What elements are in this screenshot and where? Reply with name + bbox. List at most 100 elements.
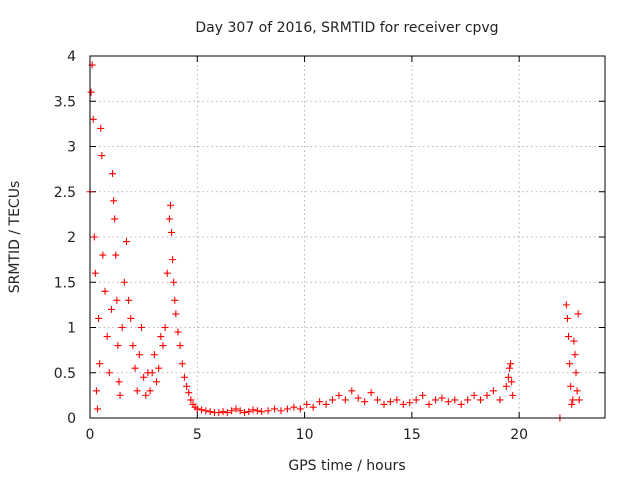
data-point (116, 391, 124, 399)
data-point (361, 398, 369, 406)
data-point (92, 387, 100, 395)
data-point (187, 396, 195, 404)
data-point (89, 115, 97, 123)
data-point (131, 364, 139, 372)
data-point (97, 124, 105, 132)
data-point (109, 170, 117, 178)
y-tick-label: 0.5 (54, 366, 76, 382)
y-tick-label: 0 (67, 411, 76, 427)
data-point (206, 408, 214, 416)
data-point (150, 351, 158, 359)
data-point (87, 88, 95, 96)
data-point (118, 324, 126, 331)
data-point (316, 398, 324, 406)
x-tick-label: 0 (86, 427, 95, 443)
data-point (575, 396, 583, 404)
y-tick-label: 3.5 (54, 94, 76, 110)
data-point (157, 333, 165, 341)
y-tick-label: 2 (67, 230, 76, 246)
data-point (406, 399, 414, 407)
data-point (508, 378, 516, 386)
data-point (120, 278, 128, 286)
data-point (165, 215, 173, 223)
data-point (509, 391, 517, 399)
data-point (171, 296, 179, 304)
data-point (464, 396, 472, 404)
data-point (193, 405, 201, 413)
data-point (146, 387, 154, 395)
data-point (114, 342, 122, 350)
y-axis-label: SRMTID / TECUs (7, 181, 23, 294)
data-point (253, 407, 261, 415)
data-point (172, 310, 180, 318)
grid (90, 56, 605, 418)
data-point (90, 233, 98, 241)
data-point (249, 406, 257, 414)
data-point (572, 369, 580, 377)
data-point (111, 215, 119, 223)
data-point (129, 342, 137, 350)
plot-frame (89, 55, 606, 419)
data-point (563, 314, 571, 322)
data-point (101, 287, 109, 295)
y-tick-label: 3 (67, 140, 76, 156)
data-point (335, 391, 343, 399)
data-point (163, 269, 171, 277)
data-point (115, 378, 123, 386)
data-point (202, 407, 210, 415)
data-point (133, 387, 141, 395)
y-tick-label: 1 (67, 321, 76, 337)
data-point (504, 373, 512, 381)
data-point (571, 351, 579, 359)
data-point (309, 403, 317, 411)
data-point (412, 396, 420, 404)
data-point (290, 403, 298, 411)
data-point (477, 396, 485, 404)
data-point (438, 394, 446, 402)
data-point (562, 301, 570, 309)
data-point (215, 409, 223, 417)
data-point (566, 360, 574, 368)
data-point (569, 396, 577, 404)
y-tick-label: 4 (67, 49, 76, 65)
data-point (296, 405, 304, 413)
data-point (483, 391, 491, 399)
data-point (341, 396, 349, 404)
data-point (502, 382, 510, 390)
x-tick-label: 5 (193, 427, 202, 443)
data-point (399, 400, 407, 408)
data-point (178, 360, 186, 368)
data-point (574, 310, 582, 318)
data-point (125, 296, 133, 304)
data-point (166, 201, 174, 209)
data-point (354, 394, 362, 402)
data-point (169, 256, 177, 264)
data-point (232, 405, 240, 413)
data-point (489, 387, 497, 395)
data-point (135, 351, 143, 359)
data-point (570, 337, 578, 345)
data-points (86, 61, 583, 422)
data-point (155, 364, 163, 372)
data-point (176, 342, 184, 350)
data-point (94, 405, 102, 413)
data-point (168, 228, 176, 236)
data-point (112, 251, 120, 259)
data-point (322, 400, 330, 408)
data-point (122, 238, 130, 246)
x-tick-label: 15 (403, 427, 421, 443)
data-point (277, 407, 285, 415)
data-point (374, 396, 382, 404)
data-point (567, 382, 575, 390)
data-point (140, 373, 148, 381)
data-point (328, 396, 336, 404)
data-point (380, 400, 388, 408)
data-point (185, 389, 193, 397)
x-tick-label: 20 (510, 427, 528, 443)
data-point (219, 408, 227, 416)
data-point (170, 278, 178, 286)
y-tick-label: 2.5 (54, 185, 76, 201)
data-point (506, 364, 514, 372)
data-point (174, 328, 182, 336)
x-tick-labels: 0 5 10 15 20 (86, 427, 529, 443)
